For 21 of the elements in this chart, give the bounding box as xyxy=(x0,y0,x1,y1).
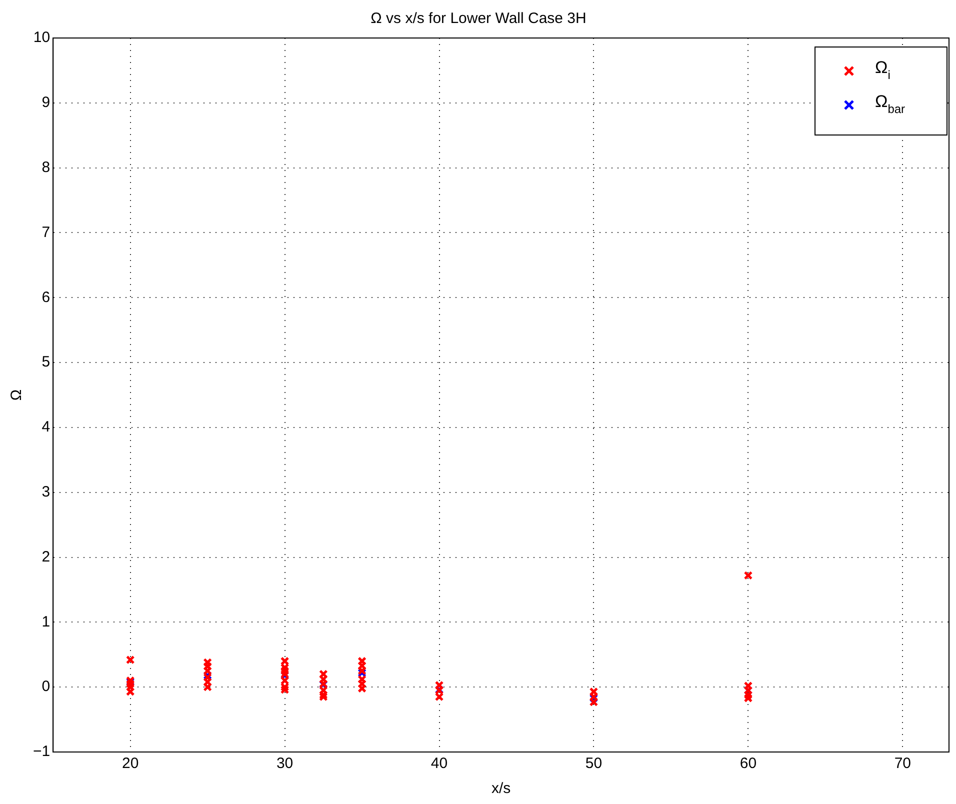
x-tick-label: 70 xyxy=(894,755,912,772)
x-tick-label: 40 xyxy=(430,755,448,772)
y-tick-label: 9 xyxy=(42,94,50,112)
y-tick-label: 0 xyxy=(42,678,50,696)
y-tick-label: 8 xyxy=(42,158,50,176)
x-tick-label: 60 xyxy=(740,755,757,772)
y-tick-label: 10 xyxy=(33,29,50,46)
y-tick-label: −1 xyxy=(32,743,50,760)
x-tick-label: 30 xyxy=(276,755,294,772)
x-tick-label: 50 xyxy=(585,755,602,772)
y-tick-label: 2 xyxy=(42,548,50,566)
y-tick-label: 1 xyxy=(42,613,50,630)
y-axis-title: Ω xyxy=(8,389,26,401)
y-tick-label: 7 xyxy=(42,224,50,241)
chart-title: Ω vs x/s for Lower Wall Case 3H xyxy=(370,10,586,28)
y-tick-label: 3 xyxy=(42,484,50,501)
y-tick-label: 4 xyxy=(42,418,50,436)
y-tick-label: 5 xyxy=(42,354,50,371)
x-tick-label: 20 xyxy=(122,755,139,772)
x-axis-title: x/s xyxy=(491,780,511,798)
y-tick-label: 6 xyxy=(42,288,50,306)
